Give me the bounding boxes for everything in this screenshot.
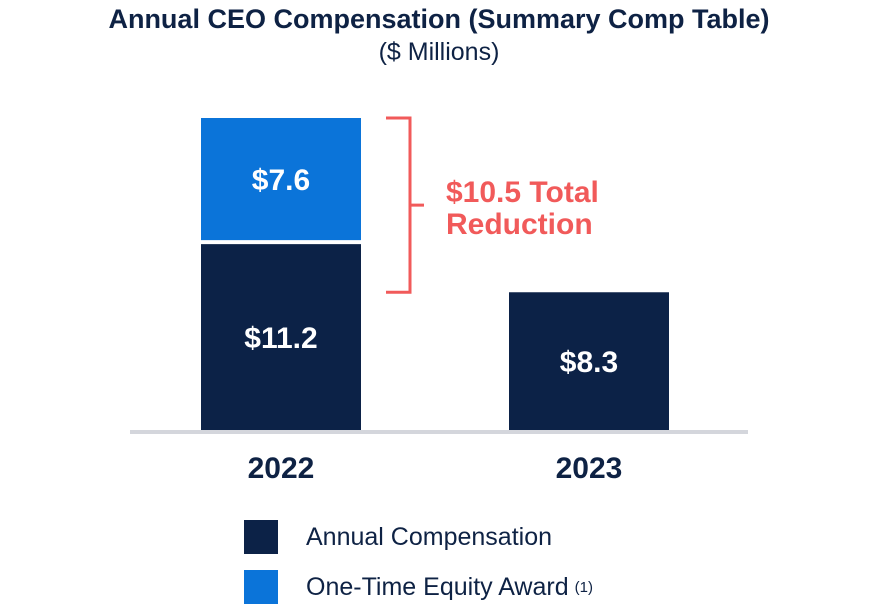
bar-value-label-2023-annual-compensation: $8.3: [560, 346, 618, 379]
bar-value-label-2022-annual-compensation: $11.2: [244, 322, 317, 355]
legend: Annual Compensation One-Time Equity Awar…: [244, 512, 593, 612]
bar-2022-annual-compensation: [201, 244, 361, 430]
chart-title: Annual CEO Compensation (Summary Comp Ta…: [108, 4, 770, 34]
legend-swatch-annual-compensation: [244, 520, 278, 554]
reduction-bracket: [386, 116, 424, 294]
legend-label-annual-compensation: Annual Compensation: [306, 522, 552, 551]
legend-item-annual-compensation: Annual Compensation: [244, 512, 593, 562]
reduction-annotation-line-2: Reduction: [446, 208, 593, 241]
legend-swatch-one-time-equity-award: [244, 570, 278, 604]
legend-footnote-marker: (1): [574, 578, 593, 596]
bar-chart: $11.2 $7.6 $8.3 2022 2023 $10.5 Total Redu…: [130, 116, 748, 485]
reduction-annotation-line-1: $10.5 Total: [446, 176, 599, 209]
bar-2022-one-time-equity-award: [201, 118, 361, 241]
chart-subtitle: ($ Millions): [378, 38, 500, 66]
legend-label-one-time-equity-award: One-Time Equity Award: [306, 572, 569, 601]
category-label-2022: 2022: [248, 452, 315, 485]
legend-item-one-time-equity-award: One-Time Equity Award (1): [244, 562, 593, 612]
bar-2023-annual-compensation: [509, 292, 669, 430]
category-label-2023: 2023: [556, 452, 623, 485]
bar-value-label-2022-one-time-equity-award: $7.6: [252, 164, 310, 197]
